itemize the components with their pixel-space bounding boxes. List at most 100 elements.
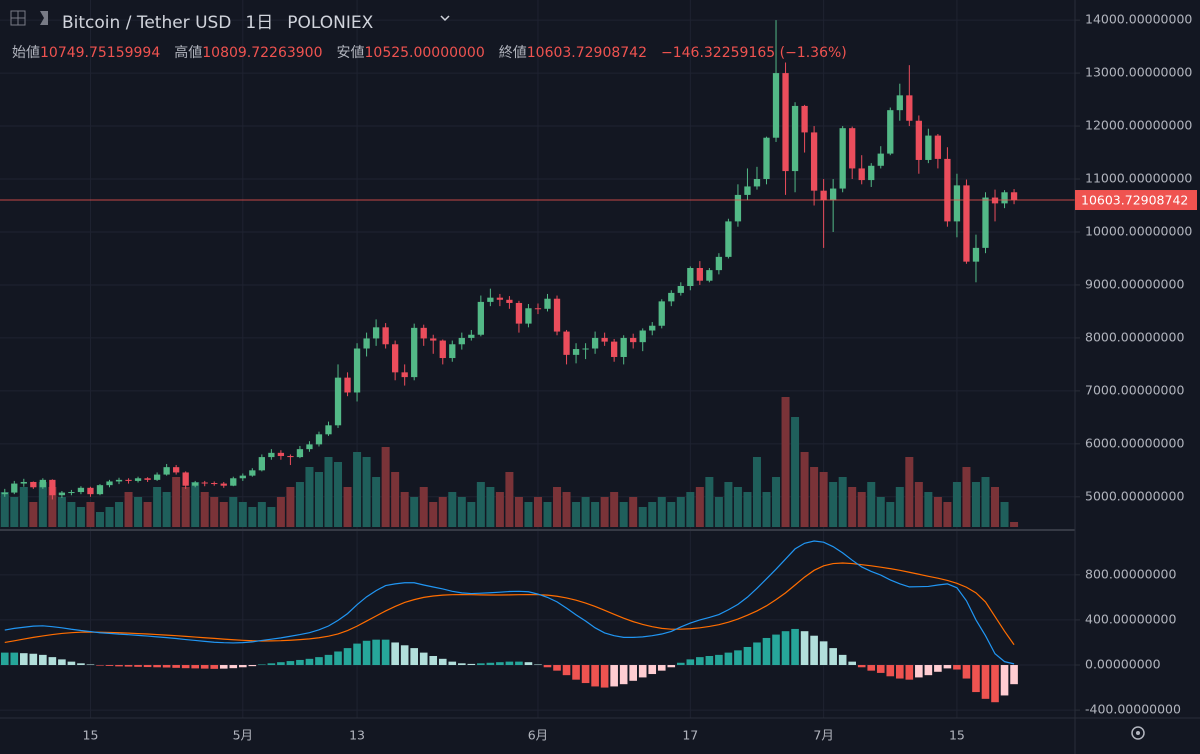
volume-bar xyxy=(467,502,476,527)
candle-body xyxy=(430,338,437,341)
volume-bar xyxy=(200,492,209,527)
volume-bar xyxy=(724,482,733,527)
volume-bar xyxy=(162,492,171,527)
y-tick-label: 800.00000000 xyxy=(1085,566,1177,581)
macd-histogram-bar xyxy=(810,635,818,666)
candle-body xyxy=(353,348,361,393)
volume-bar xyxy=(381,447,390,527)
volume-bar xyxy=(657,497,666,527)
candle-body xyxy=(544,298,551,309)
ohlc-value: 10749.75159994 xyxy=(40,45,161,61)
candle-body xyxy=(658,301,665,326)
macd-histogram-bar xyxy=(876,665,885,673)
candle-body xyxy=(611,341,618,357)
macd-histogram-bar xyxy=(115,665,123,667)
macd-histogram-bar xyxy=(867,665,876,671)
volume-bar xyxy=(591,502,600,527)
candle-body xyxy=(306,444,313,450)
volume-bar xyxy=(1000,502,1009,527)
y-tick-label: 13000.00000000 xyxy=(1085,65,1192,80)
candle-body xyxy=(677,286,684,293)
candle-body xyxy=(39,479,46,488)
macd-histogram-bar xyxy=(181,665,190,669)
volume-bar xyxy=(553,487,562,527)
macd-histogram-bar xyxy=(686,659,695,666)
x-tick-label: 15 xyxy=(949,728,965,743)
interval[interactable]: 1日 xyxy=(245,13,274,33)
macd-histogram-bar xyxy=(715,654,723,666)
volume-bar xyxy=(572,502,581,527)
settings-icon[interactable] xyxy=(1131,726,1145,740)
toolbar-icon[interactable] xyxy=(10,10,48,26)
macd-histogram-bar xyxy=(705,656,714,666)
macd-histogram-bar xyxy=(248,665,257,667)
macd-histogram-bar xyxy=(410,648,419,666)
candle-body xyxy=(515,302,523,324)
x-tick-label: 17 xyxy=(682,728,698,743)
macd-histogram-bar xyxy=(258,664,266,666)
volume-bar xyxy=(533,497,542,527)
volume-bar xyxy=(353,452,362,527)
candle-body xyxy=(468,334,475,338)
ohlc-key: 高値 xyxy=(174,45,203,61)
macd-histogram-bar xyxy=(781,631,790,666)
macd-histogram-bar xyxy=(915,665,923,678)
macd-histogram-bar xyxy=(143,665,152,668)
x-tick-label: 13 xyxy=(349,728,365,743)
symbol-title[interactable]: Bitcoin / Tether USD xyxy=(62,13,232,33)
volume-bar xyxy=(524,502,533,527)
macd-histogram-bar xyxy=(962,665,971,679)
volume-bar xyxy=(772,477,781,527)
candle-body xyxy=(906,95,913,121)
volume-bar xyxy=(829,482,838,527)
x-tick-label: 6月 xyxy=(528,728,548,743)
macd-histogram-bar xyxy=(324,654,333,666)
volume-bar xyxy=(486,487,495,527)
volume-bar xyxy=(971,482,980,527)
candle-body xyxy=(220,483,227,486)
volume-bar xyxy=(857,492,866,527)
candle-body xyxy=(363,338,370,349)
volume-bar xyxy=(267,507,276,527)
volume-bar xyxy=(76,507,85,527)
volume-bar xyxy=(372,477,381,527)
macd-histogram-bar xyxy=(772,634,780,666)
candle-body xyxy=(106,481,113,486)
macd-histogram-bar xyxy=(48,657,57,666)
macd-histogram-bar xyxy=(610,665,618,687)
macd-histogram-bar xyxy=(19,653,28,666)
volume-bar xyxy=(562,492,571,527)
macd-histogram-bar xyxy=(581,665,590,684)
volume-bar xyxy=(305,467,314,527)
y-tick-label: -400.00000000 xyxy=(1085,702,1181,717)
macd-histogram-bar xyxy=(86,664,95,666)
candle-body xyxy=(696,268,703,281)
macd-histogram-bar xyxy=(229,665,238,669)
candle-body xyxy=(325,425,332,435)
candle-body xyxy=(392,344,399,373)
candle-body xyxy=(449,344,456,359)
macd-histogram-bar xyxy=(619,665,628,685)
volume-bar xyxy=(438,497,447,527)
macd-histogram-bar xyxy=(315,657,323,666)
macd-histogram-bar xyxy=(448,661,457,666)
candle-body xyxy=(734,194,742,222)
candle-body xyxy=(820,190,827,201)
candle-body xyxy=(791,105,799,172)
candle-body xyxy=(211,483,218,485)
candle-body xyxy=(411,327,418,378)
chevron[interactable] xyxy=(440,15,450,22)
candle-body xyxy=(458,337,465,345)
macd-histogram-bar xyxy=(953,665,961,670)
candle-body xyxy=(372,327,380,339)
macd-histogram-bar xyxy=(124,665,133,667)
macd-histogram-bar xyxy=(58,659,66,666)
candle-body xyxy=(87,487,94,495)
volume-bar xyxy=(695,487,704,527)
candle-body xyxy=(334,377,342,426)
exchange[interactable]: POLONIEX xyxy=(287,13,374,33)
volume-bar xyxy=(48,487,57,527)
macd-histogram-bar xyxy=(524,662,533,666)
macd-histogram-bar xyxy=(848,661,857,666)
